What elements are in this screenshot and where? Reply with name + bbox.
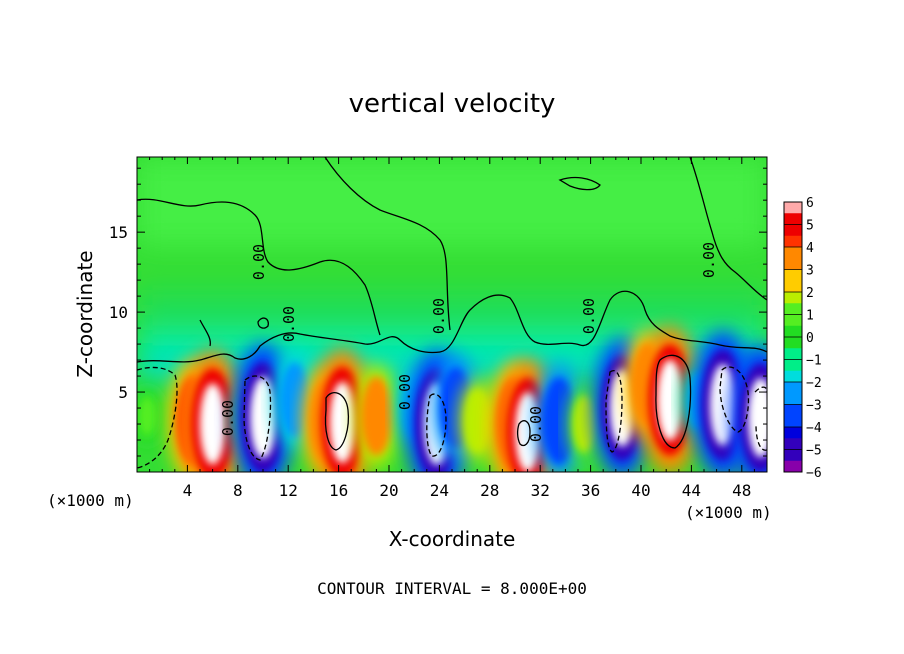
y-tick-label: 15 bbox=[109, 223, 128, 242]
colorbar-band bbox=[784, 247, 802, 259]
colorbar-tick-label: −3 bbox=[806, 399, 822, 414]
x-unit-right: (×1000 m) bbox=[685, 503, 772, 522]
colorbar-tick-label: −4 bbox=[806, 421, 822, 436]
contour-interval-text: CONTOUR INTERVAL = 8.000E+00 bbox=[317, 579, 587, 598]
colorbar-band bbox=[784, 292, 802, 304]
colorbar-band bbox=[784, 359, 802, 372]
colorbar-band bbox=[784, 202, 802, 214]
x-tick-label: 24 bbox=[430, 481, 449, 500]
colorbar-band bbox=[784, 269, 802, 282]
colorbar-band bbox=[784, 224, 802, 237]
x-tick-label: 44 bbox=[682, 481, 701, 500]
colorbar-band bbox=[784, 314, 802, 327]
velocity-cell bbox=[459, 378, 496, 463]
velocity-cells bbox=[137, 326, 767, 472]
velocity-cell bbox=[730, 345, 767, 472]
x-tick-label: 12 bbox=[279, 481, 298, 500]
x-tick-label: 8 bbox=[233, 481, 243, 500]
colorbar-tick-label: −6 bbox=[806, 466, 822, 481]
x-unit-left: (×1000 m) bbox=[47, 491, 134, 510]
colorbar-band bbox=[784, 415, 802, 428]
colorbar-band bbox=[784, 258, 802, 270]
colorbar-band bbox=[784, 438, 802, 450]
contour-label: 0.00 bbox=[280, 306, 298, 342]
colorbar-band bbox=[784, 382, 802, 394]
colorbar-tick-label: 2 bbox=[806, 286, 814, 301]
velocity-cell bbox=[567, 386, 601, 463]
plot-area: 0.00 0.00 0.00 0.00 0.00 0.00 0.00 0.00 bbox=[137, 157, 767, 472]
colorbar-band bbox=[784, 348, 802, 360]
velocity-cell bbox=[181, 350, 244, 472]
colorbar-tick-label: 6 bbox=[806, 196, 814, 211]
x-tick-label: 28 bbox=[480, 481, 499, 500]
colorbar-band bbox=[784, 337, 802, 349]
contour-label: 0.00 bbox=[396, 374, 414, 410]
colorbar: 6 5 4 3 2 1 0 −1 −2 −3 −4 −5 −6 bbox=[783, 196, 822, 481]
colorbar-tick-label: 1 bbox=[806, 309, 814, 324]
velocity-cell bbox=[137, 389, 159, 443]
y-tick-label: 5 bbox=[118, 383, 128, 402]
x-tick-label: 36 bbox=[581, 481, 600, 500]
contour-lines bbox=[137, 157, 767, 469]
colorbar-tick-label: 4 bbox=[806, 241, 814, 256]
colorbar-band bbox=[784, 280, 802, 293]
contour-label: 0.00 bbox=[219, 400, 237, 436]
contour-label: 0.00 bbox=[430, 298, 448, 334]
chart-title: vertical velocity bbox=[349, 89, 556, 119]
colorbar-tick-label: 3 bbox=[806, 264, 814, 279]
contour-labels: 0.00 0.00 0.00 0.00 0.00 0.00 0.00 0.00 bbox=[219, 242, 718, 442]
contour-label: 0.00 bbox=[580, 298, 598, 334]
colorbar-band bbox=[784, 213, 802, 225]
velocity-cell bbox=[354, 363, 399, 469]
colorbar-band bbox=[784, 393, 802, 405]
colorbar-tick-label: −5 bbox=[806, 444, 822, 459]
colorbar-tick-label: −2 bbox=[806, 376, 822, 391]
y-axis: 5 10 15 bbox=[109, 167, 767, 457]
contour-label: 0.00 bbox=[250, 244, 268, 280]
colorbar-band bbox=[784, 449, 802, 462]
colorbar-band bbox=[784, 235, 802, 248]
colorbar-tick-label: −1 bbox=[806, 354, 822, 369]
colorbar-band bbox=[784, 303, 802, 315]
x-tick-label: 32 bbox=[531, 481, 550, 500]
x-tick-label: 48 bbox=[732, 481, 751, 500]
x-tick-label: 40 bbox=[631, 481, 650, 500]
x-tick-label: 4 bbox=[183, 481, 193, 500]
x-axis: 4 8 12 16 20 24 28 32 36 40 44 48 bbox=[149, 157, 755, 500]
colorbar-band bbox=[784, 427, 802, 439]
y-tick-label: 10 bbox=[109, 303, 128, 322]
x-tick-label: 16 bbox=[329, 481, 348, 500]
y-axis-label: Z-coordinate bbox=[73, 250, 97, 377]
x-axis-label: X-coordinate bbox=[389, 527, 516, 551]
colorbar-band bbox=[784, 404, 802, 417]
colorbar-band bbox=[784, 460, 802, 473]
colorbar-band bbox=[784, 325, 802, 338]
colorbar-band bbox=[784, 370, 802, 383]
contour-label: 0.00 bbox=[527, 406, 545, 442]
contour-label: 0.00 bbox=[700, 242, 718, 278]
x-tick-label: 20 bbox=[379, 481, 398, 500]
colorbar-tick-label: 0 bbox=[806, 331, 814, 346]
colorbar-tick-label: 5 bbox=[806, 219, 814, 234]
